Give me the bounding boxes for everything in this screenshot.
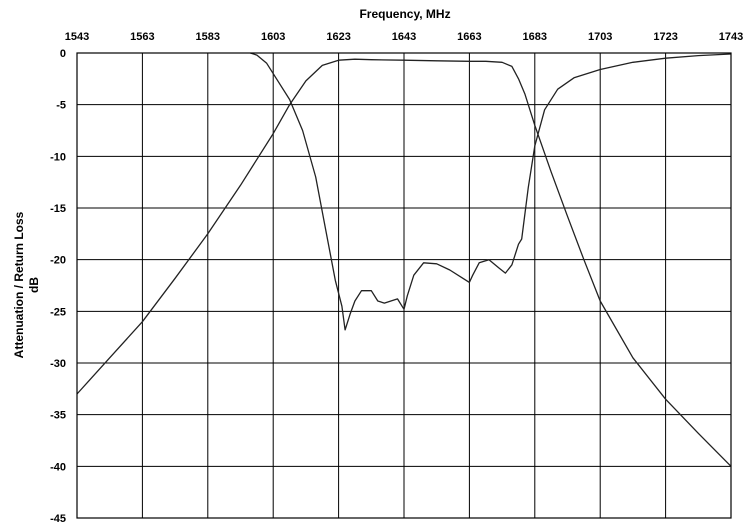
y-tick-label: -40 xyxy=(50,461,66,473)
x-tick-label: 1723 xyxy=(653,31,677,43)
y-tick-label: -5 xyxy=(56,100,66,112)
x-tick-label: 1643 xyxy=(392,31,416,43)
x-axis-title: Frequency, MHz xyxy=(359,7,450,21)
series xyxy=(76,52,732,467)
tick-labels: 1543 1563 1583 1603 1623 1643 1663 1683 1703 1723… xyxy=(50,31,743,522)
x-tick-label: 1603 xyxy=(261,31,285,43)
y-tick-label: -20 xyxy=(50,255,66,267)
y-axis-unit: dB xyxy=(27,277,41,293)
return-loss-curve xyxy=(250,52,732,331)
x-tick-label: 1703 xyxy=(588,31,612,43)
x-tick-label: 1543 xyxy=(65,31,89,43)
y-tick-label: -30 xyxy=(50,358,66,370)
y-tick-label: -15 xyxy=(50,203,66,215)
y-tick-label: -35 xyxy=(50,410,66,422)
x-tick-label: 1563 xyxy=(130,31,154,43)
grid xyxy=(76,52,732,519)
y-axis-title: Attenuation / Return Loss xyxy=(12,211,26,358)
attenuation-curve xyxy=(76,58,732,467)
plot-frame xyxy=(76,52,732,519)
x-tick-label: 1663 xyxy=(457,31,481,43)
y-tick-label: -10 xyxy=(50,151,66,163)
x-tick-label: 1583 xyxy=(196,31,220,43)
x-tick-label: 1743 xyxy=(719,31,743,43)
y-tick-label: 0 xyxy=(60,48,66,60)
x-tick-label: 1683 xyxy=(523,31,547,43)
y-tick-label: -45 xyxy=(50,513,66,522)
x-tick-label: 1623 xyxy=(326,31,350,43)
y-tick-label: -25 xyxy=(50,306,66,318)
